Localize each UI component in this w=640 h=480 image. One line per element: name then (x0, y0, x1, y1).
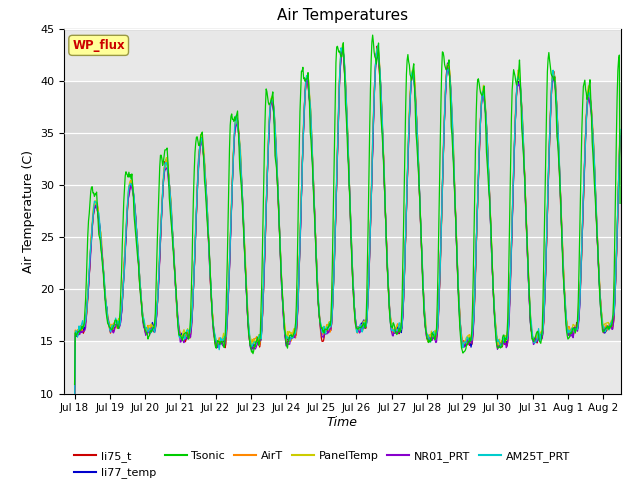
Legend: li75_t, li77_temp, Tsonic, AirT, PanelTemp, NR01_PRT, AM25T_PRT: li75_t, li77_temp, Tsonic, AirT, PanelTe… (70, 446, 574, 480)
X-axis label: Time: Time (327, 416, 358, 429)
Y-axis label: Air Temperature (C): Air Temperature (C) (22, 150, 35, 273)
Text: WP_flux: WP_flux (72, 39, 125, 52)
Bar (64, 81, 621, 341)
Title: Air Temperatures: Air Temperatures (277, 9, 408, 24)
